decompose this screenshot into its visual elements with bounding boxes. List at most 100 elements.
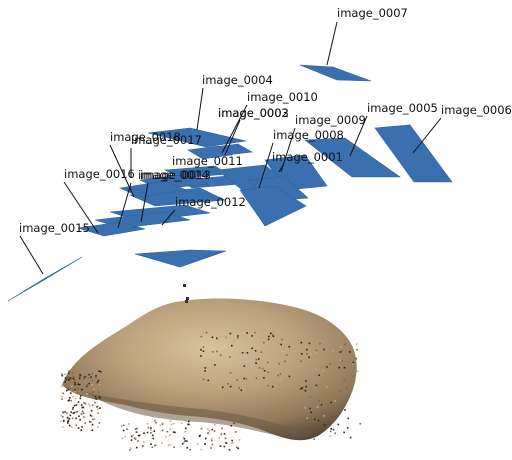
cloud-point <box>202 350 205 352</box>
cloud-point <box>161 442 163 444</box>
cloud-point <box>167 444 170 447</box>
cloud-point <box>62 426 64 428</box>
cloud-point <box>344 343 346 346</box>
cloud-point <box>169 434 171 436</box>
cloud-point <box>267 384 269 387</box>
cloud-point <box>246 332 248 334</box>
cloud-point <box>277 374 279 377</box>
cloud-point <box>251 347 253 350</box>
cloud-point <box>91 372 94 375</box>
camera-plane-image-0007[interactable] <box>299 64 372 82</box>
cloud-point <box>228 449 231 451</box>
leader-line-image-0015 <box>19 235 44 275</box>
cloud-point <box>218 437 220 439</box>
cloud-point <box>200 335 203 338</box>
cloud-point <box>185 420 188 423</box>
cloud-point <box>155 421 157 424</box>
cloud-point <box>60 414 63 417</box>
cloud-point <box>280 366 283 369</box>
cloud-point <box>161 423 164 425</box>
cloud-point <box>74 398 77 400</box>
cloud-point <box>229 332 232 335</box>
cloud-point <box>268 335 270 338</box>
cloud-point <box>66 377 69 379</box>
cloud-point <box>210 439 213 442</box>
cloud-point <box>89 421 91 423</box>
cloud-point <box>66 386 69 389</box>
camera-plane-image-0018[interactable] <box>118 180 188 198</box>
cloud-point <box>210 447 212 449</box>
camera-label-image-0007: image_0007 <box>337 6 408 20</box>
cloud-point <box>308 431 311 433</box>
camera-plane-unlabeled <box>134 249 227 268</box>
cloud-point <box>232 442 234 444</box>
cloud-point <box>77 401 80 403</box>
cloud-point <box>88 403 90 406</box>
cloud-point <box>60 385 63 388</box>
cloud-point <box>183 284 186 287</box>
camera-plane-image-0004[interactable] <box>147 127 247 148</box>
camera-label-image-0011: image_0011 <box>172 154 243 168</box>
cloud-point <box>92 397 95 400</box>
cloud-point <box>202 331 205 334</box>
camera-plane-image-0006[interactable] <box>374 124 453 183</box>
cloud-point <box>91 404 94 406</box>
cloud-point <box>208 433 210 435</box>
camera-plane-image-0015[interactable] <box>7 256 83 302</box>
cloud-point <box>153 430 156 432</box>
camera-plane-image-0016[interactable] <box>77 221 146 237</box>
cloud-point <box>223 445 226 448</box>
cloud-point <box>71 426 73 428</box>
camera-label-image-0003: image_0003 <box>218 106 289 120</box>
cloud-point <box>267 371 269 373</box>
cloud-point <box>169 420 172 422</box>
cloud-point <box>339 390 342 392</box>
camera-plane-image-0005[interactable] <box>304 137 401 178</box>
cloud-point <box>204 370 206 372</box>
cloud-point <box>180 422 183 424</box>
cloud-point <box>200 427 203 430</box>
cloud-point <box>330 428 333 430</box>
cloud-point <box>98 422 101 424</box>
cloud-point <box>75 411 78 413</box>
cloud-point <box>85 375 87 378</box>
cloud-point <box>318 399 320 402</box>
cloud-point <box>341 360 344 362</box>
leader-line-image-0004 <box>196 87 204 131</box>
camera-label-image-0001: image_0001 <box>272 150 343 164</box>
cloud-point <box>98 384 101 386</box>
cloud-point <box>347 417 350 420</box>
cloud-point <box>70 399 72 402</box>
cloud-point <box>150 427 152 429</box>
cloud-point <box>69 397 71 399</box>
cloud-point <box>349 351 351 353</box>
cloud-point <box>150 432 152 434</box>
cloud-point <box>169 428 171 431</box>
cloud-point <box>91 423 94 426</box>
cloud-point <box>245 377 248 380</box>
cloud-point <box>188 423 190 426</box>
cloud-point <box>73 379 76 381</box>
camera-plane-image-0003[interactable] <box>187 145 233 160</box>
cloud-point <box>78 415 80 417</box>
cloud-point <box>79 374 81 376</box>
cloud-point <box>221 427 223 430</box>
cloud-point <box>346 427 349 429</box>
cloud-point <box>305 385 307 388</box>
camera-plane-image-0010[interactable] <box>239 185 307 227</box>
label-leaders <box>19 21 442 275</box>
cloud-point <box>66 412 68 414</box>
cloud-point <box>95 377 97 379</box>
cloud-point <box>216 337 218 340</box>
leader-line-image-0006 <box>412 117 442 154</box>
cloud-point <box>315 384 317 387</box>
cloud-point <box>137 434 140 437</box>
cloud-point <box>82 412 85 414</box>
cloud-point <box>75 404 78 406</box>
cloud-point <box>246 352 249 354</box>
cloud-point <box>154 420 156 422</box>
cloud-point <box>95 398 97 400</box>
cloud-point <box>216 350 218 353</box>
cloud-point <box>72 412 75 414</box>
cloud-point <box>98 396 100 399</box>
